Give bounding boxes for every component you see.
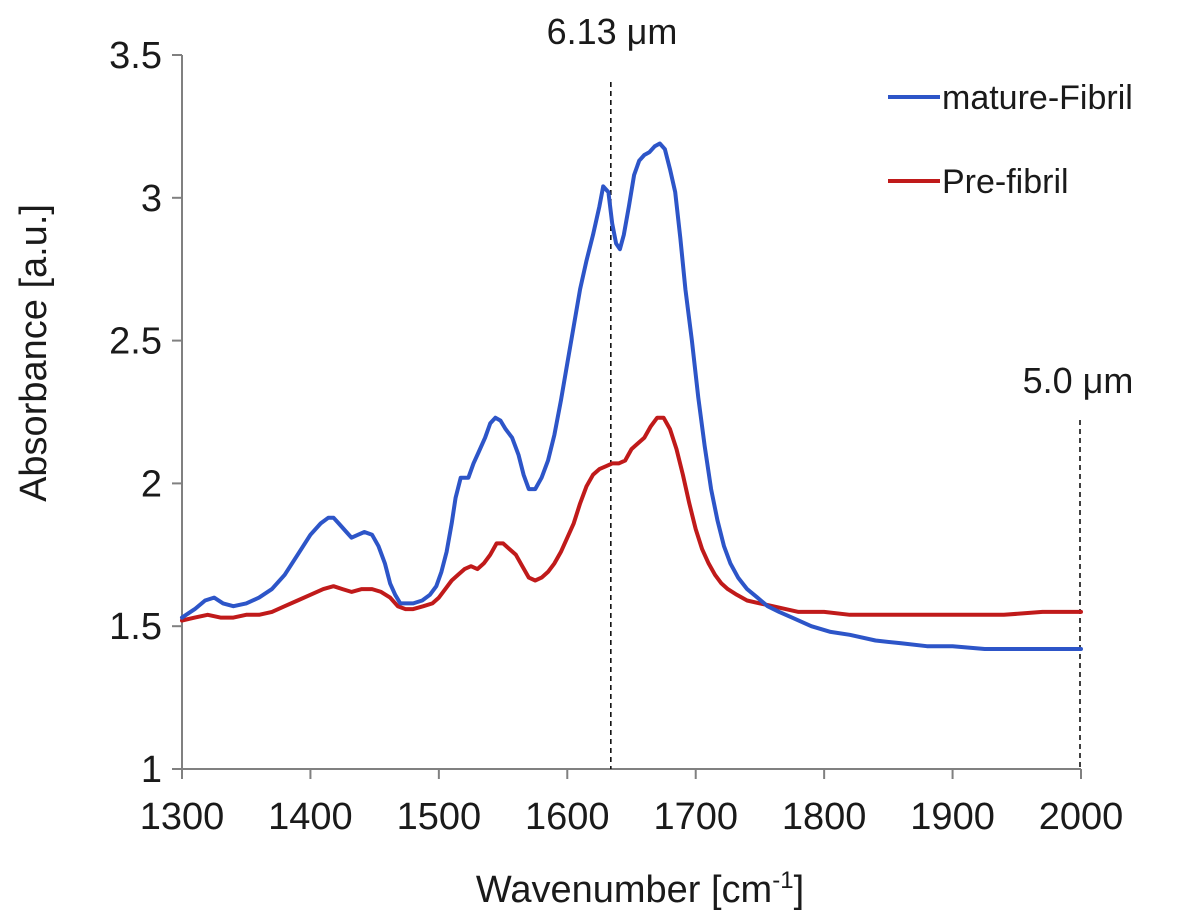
y-ticks: 1 1.5 2 2.5 3 3.5 xyxy=(109,35,182,791)
series-layer xyxy=(180,141,1083,651)
x-tick-label: 1900 xyxy=(910,796,995,838)
x-tick-label: 2000 xyxy=(1039,796,1124,838)
x-axis-title-main: Wavenumber [cm xyxy=(476,869,772,911)
series-line-mature-fibril xyxy=(180,141,1083,651)
x-tick-label: 1800 xyxy=(782,796,867,838)
annotation-label: 5.0 μm xyxy=(1023,360,1134,401)
annotation-label: 6.13 μm xyxy=(547,11,678,52)
x-tick-label: 1300 xyxy=(140,796,225,838)
x-axis-title: Wavenumber [cm-1] xyxy=(476,867,804,911)
axes xyxy=(181,55,1081,770)
y-tick-label: 3 xyxy=(141,178,162,220)
x-tick-label: 1700 xyxy=(653,796,738,838)
x-ticks: 1300 1400 1500 1600 1700 1800 1900 2000 xyxy=(140,769,1124,838)
legend-label: Pre-fibril xyxy=(942,163,1069,201)
legend: mature-Fibril Pre-fibril xyxy=(888,79,1133,201)
y-axis-title: Absorbance [a.u.] xyxy=(13,204,55,502)
x-tick-label: 1600 xyxy=(525,796,610,838)
y-tick-label: 1 xyxy=(141,749,162,791)
x-axis-title-superscript: -1 xyxy=(772,867,793,894)
y-tick-label: 2.5 xyxy=(109,321,162,363)
x-axis-title-end: ] xyxy=(794,869,805,911)
x-tick-label: 1500 xyxy=(397,796,482,838)
x-tick-label: 1400 xyxy=(268,796,353,838)
y-tick-label: 2 xyxy=(141,463,162,505)
series-line-pre-fibril xyxy=(180,415,1083,623)
legend-label: mature-Fibril xyxy=(942,79,1133,117)
y-tick-label: 3.5 xyxy=(109,35,162,77)
y-tick-label: 1.5 xyxy=(109,606,162,648)
annotations: 6.13 μm 5.0 μm xyxy=(547,11,1134,769)
